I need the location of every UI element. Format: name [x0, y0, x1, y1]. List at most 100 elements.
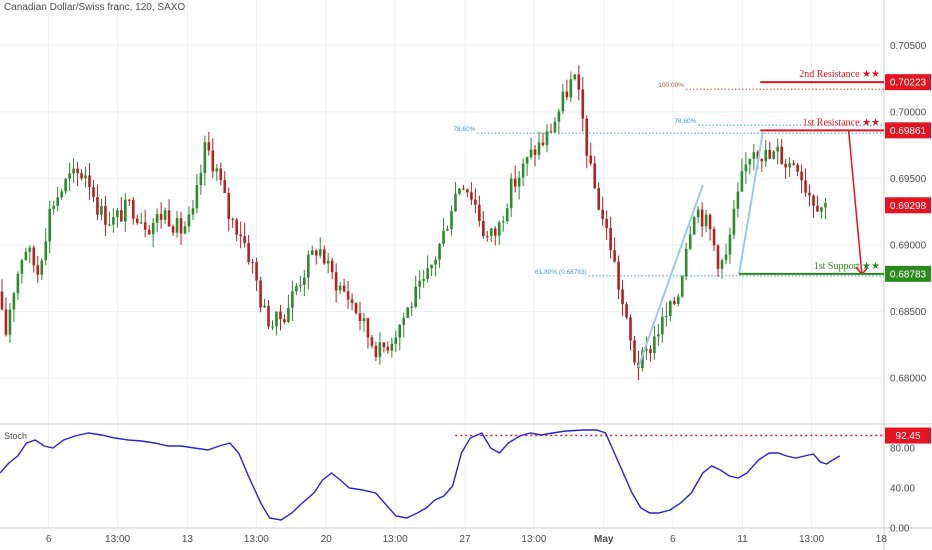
price-tick-label: 0.68000: [890, 374, 927, 385]
current-price-label: 0.69298: [890, 201, 927, 212]
candle-body: [151, 222, 155, 235]
candle-body: [52, 205, 56, 209]
candle-body: [199, 173, 203, 186]
candle-body: [736, 191, 740, 209]
axes: 0.70500 0.70000 0.69500 0.69000 0.68500 0.680…: [46, 41, 927, 545]
level-price-badge: [885, 265, 931, 282]
candle-body: [569, 79, 573, 98]
candle-body: [203, 142, 207, 174]
candle-body: [442, 230, 445, 244]
time-tick-label: 13:00: [521, 534, 546, 545]
candle-body: [692, 217, 696, 235]
candle-body: [553, 121, 557, 133]
stoch-title: Stoch: [4, 431, 28, 441]
candle-body: [108, 224, 111, 226]
candle-body: [398, 324, 402, 338]
candle-body: [386, 347, 390, 351]
candle-body: [732, 208, 736, 235]
candle-body: [422, 279, 425, 281]
candle-body: [227, 192, 231, 219]
candle-body: [56, 197, 59, 206]
level-price-label: 0.68783: [890, 269, 927, 280]
candle-body: [40, 260, 44, 275]
candle-body: [4, 309, 8, 335]
candle-body: [28, 247, 32, 252]
candle-body: [704, 214, 708, 227]
candle-body: [231, 218, 235, 220]
candle-body: [458, 188, 461, 194]
candle-body: [16, 273, 20, 294]
candle-body: [521, 163, 525, 178]
candle-body: [183, 226, 187, 234]
candle-body: [537, 142, 541, 155]
candle-body: [223, 180, 227, 193]
candle-body: [48, 208, 52, 242]
candle-body: [561, 91, 565, 112]
candle-body: [665, 315, 668, 317]
candle-body: [24, 251, 28, 261]
candle-body: [581, 89, 585, 119]
time-tick-label: 13:00: [383, 534, 408, 545]
candle-body: [446, 229, 449, 231]
candle-body: [493, 228, 497, 236]
candle-body: [541, 142, 545, 146]
candle-body: [613, 250, 616, 262]
candle-body: [625, 304, 628, 318]
candle-body: [585, 118, 589, 156]
level-name: 2nd Resistance ★★: [799, 69, 880, 80]
candle-body: [334, 272, 338, 291]
candle-body: [418, 280, 421, 287]
time-tick-label: 18: [876, 534, 888, 545]
candle-body: [314, 250, 318, 256]
candle-body: [410, 306, 414, 308]
candle-body: [788, 163, 791, 168]
candle-body: [167, 210, 171, 227]
candle-body: [271, 326, 274, 328]
pattern-lines: [637, 130, 869, 368]
candle-body: [680, 276, 684, 297]
candle-body: [155, 213, 159, 223]
candle-body: [533, 149, 537, 155]
candle-body: [259, 280, 262, 308]
candle-body: [712, 229, 716, 246]
level-name: 1st Resistance ★★: [803, 117, 880, 128]
candle-body: [306, 254, 310, 278]
candle-body: [744, 164, 748, 172]
candle-body: [12, 293, 16, 310]
candle-body: [120, 210, 123, 222]
candle-body: [768, 149, 772, 159]
candle-body: [529, 149, 533, 158]
candle-body: [668, 301, 672, 316]
candle-body: [776, 146, 779, 152]
candle-body: [716, 245, 720, 269]
price-tick-label: 0.69000: [890, 240, 927, 251]
candle-body: [724, 254, 728, 261]
candle-body: [303, 277, 306, 286]
stochastic-panel: 92.45: [0, 427, 931, 521]
candle-body: [525, 157, 529, 164]
candle-body: [414, 286, 418, 307]
candle-body: [291, 291, 294, 308]
candle-body: [565, 91, 569, 98]
candle-body: [696, 209, 700, 218]
candle-body: [20, 260, 24, 274]
candle-body: [406, 307, 410, 318]
fib-level-label: 78.60%: [453, 126, 475, 133]
candle-body: [601, 209, 604, 219]
candle-body: [100, 206, 103, 215]
candle-body: [187, 214, 191, 227]
candle-body: [299, 285, 302, 287]
candle-body: [649, 349, 652, 354]
price-tick-label: 0.70500: [890, 41, 927, 52]
candle-body: [124, 199, 127, 222]
candle-body: [633, 340, 636, 363]
candle-body: [700, 209, 704, 227]
candle-body: [135, 218, 139, 223]
candle-body: [322, 249, 326, 264]
time-tick-label: 13:00: [105, 534, 130, 545]
candle-body: [211, 150, 215, 172]
candle-body: [676, 296, 680, 304]
candle-body: [645, 349, 648, 351]
candle-body: [657, 334, 660, 337]
